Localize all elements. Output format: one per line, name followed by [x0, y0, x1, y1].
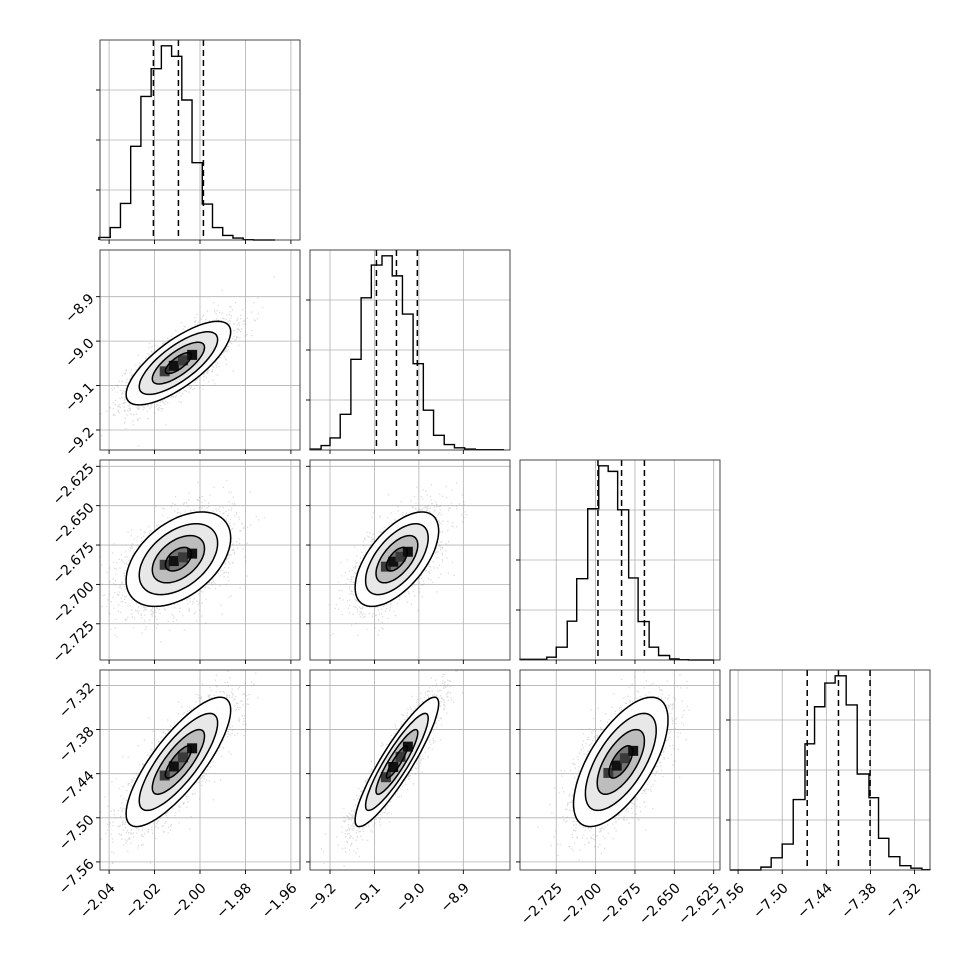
- y-tick-label: −7.56: [56, 856, 98, 898]
- hist-panel-2: [516, 459, 721, 664]
- axes-frame: [309, 459, 511, 661]
- contour-line-0: [164, 546, 193, 572]
- scatter-panel-3-0: [96, 669, 301, 874]
- x-tick-label: −2.725: [518, 880, 566, 928]
- scatter-panel-1-0: [96, 249, 301, 454]
- scatter-panel-3-1: [306, 669, 511, 874]
- contour-line-1: [151, 728, 206, 795]
- x-tick-label: −2.04: [77, 880, 119, 922]
- x-tick-label: −7.32: [883, 880, 925, 922]
- density-core: [168, 556, 179, 567]
- y-tick-label: −2.725: [50, 618, 98, 666]
- hist-panel-3: [726, 669, 931, 874]
- contour-line-2: [138, 523, 219, 596]
- x-tick-label: −7.38: [838, 880, 880, 922]
- x-tick-label: −7.44: [794, 880, 836, 922]
- y-tick-label: −7.38: [56, 724, 98, 766]
- hist-panel-1: [306, 249, 511, 454]
- scatter-panel-2-0: [96, 459, 301, 664]
- contour-line-2: [364, 523, 429, 596]
- contour-line-2: [364, 712, 429, 812]
- contour-line-1: [151, 534, 206, 584]
- x-tick-label: −9.1: [349, 880, 384, 915]
- y-tick-label: −2.650: [50, 500, 98, 548]
- density-core: [619, 753, 630, 764]
- contour-line-0: [385, 546, 409, 572]
- contour-line-3: [354, 511, 440, 608]
- x-tick-label: −2.02: [123, 880, 165, 922]
- x-tick-label: −1.96: [259, 880, 301, 922]
- density-core: [388, 762, 399, 773]
- contour-line-2: [584, 712, 657, 812]
- density-core: [177, 355, 188, 366]
- contour-line-0: [164, 744, 193, 779]
- x-tick-label: −9.0: [393, 880, 428, 915]
- y-tick-label: −9.1: [62, 380, 97, 415]
- density-core: [395, 551, 406, 562]
- panel-content: [310, 460, 510, 660]
- histogram-line: [309, 255, 505, 451]
- contour-line-2: [138, 331, 219, 396]
- panel-content: [100, 460, 300, 660]
- x-tick-label: −2.700: [557, 880, 605, 928]
- histogram-line: [519, 465, 714, 661]
- density-core: [177, 752, 188, 763]
- density-core: [388, 556, 399, 567]
- panel-content: [100, 670, 300, 870]
- density-core: [611, 760, 622, 771]
- contour-line-3: [572, 696, 669, 828]
- y-tick-label: −8.9: [62, 291, 97, 326]
- x-tick-label: −7.50: [750, 880, 792, 922]
- axes-frame: [519, 669, 721, 871]
- contour-line-2: [138, 712, 219, 812]
- contour-line-0: [164, 351, 193, 375]
- contour-line-3: [125, 696, 232, 828]
- y-tick-label: −9.0: [62, 335, 97, 370]
- panel-content: [100, 250, 300, 450]
- histogram-line: [730, 675, 931, 871]
- density-core: [395, 751, 406, 762]
- y-tick-label: −7.50: [56, 812, 98, 854]
- x-tick-label: −8.9: [438, 880, 473, 915]
- x-tick-label: −2.650: [636, 880, 684, 928]
- x-tick-label: −2.675: [597, 880, 645, 928]
- panel-content: [310, 670, 510, 870]
- panel-content: [520, 670, 720, 870]
- x-tick-label: −9.2: [304, 880, 339, 915]
- contour-line-1: [596, 728, 646, 796]
- y-tick-label: −9.2: [62, 424, 97, 459]
- histogram-line: [98, 45, 275, 241]
- x-tick-label: −2.00: [168, 880, 210, 922]
- contour-line-1: [375, 728, 419, 796]
- contour-line-1: [151, 341, 206, 385]
- axes-frame: [309, 669, 511, 871]
- y-tick-label: −7.32: [56, 680, 98, 722]
- contour-line-0: [608, 744, 634, 779]
- y-tick-label: −7.44: [56, 768, 98, 810]
- y-tick-label: −2.700: [50, 579, 98, 627]
- density-core: [168, 360, 179, 371]
- scatter-panel-2-1: [306, 459, 511, 664]
- hist-panel-0: [96, 39, 301, 244]
- density-core: [177, 552, 188, 563]
- contour-line-3: [125, 511, 232, 608]
- contour-line-3: [354, 696, 440, 828]
- contour-line-1: [375, 534, 419, 584]
- x-tick-label: −1.98: [213, 880, 255, 922]
- scatter-panel-3-2: [516, 669, 721, 874]
- y-tick-label: −2.625: [50, 461, 98, 509]
- contour-line-0: [385, 744, 409, 779]
- y-tick-label: −2.675: [50, 539, 98, 587]
- contour-line-3: [125, 320, 232, 406]
- density-core: [168, 761, 179, 772]
